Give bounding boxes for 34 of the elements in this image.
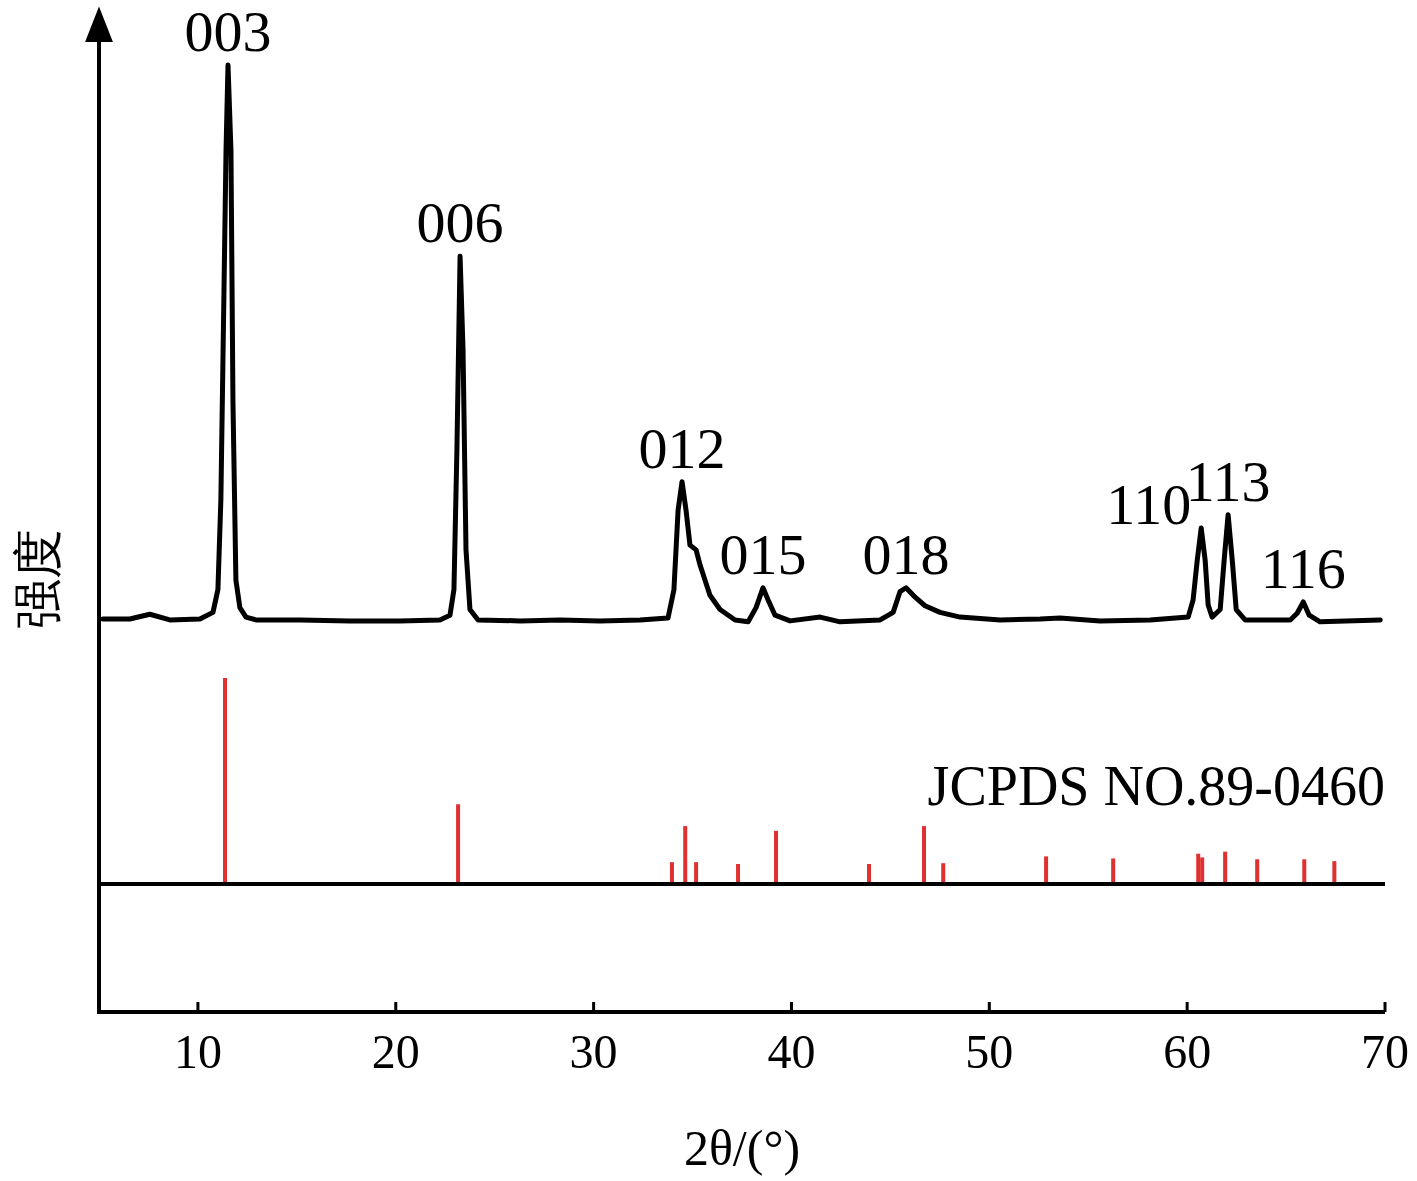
bar [1044,856,1049,884]
bar [456,804,461,884]
annotation: 006 [416,190,504,256]
x-tick-label: 40 [767,1025,816,1078]
y-axis-title: 强度 [10,528,66,629]
annotation: JCPDS NO.89-0460 [927,755,1385,817]
x-tick-label: 50 [965,1025,1014,1078]
bar [922,826,927,884]
annotation: 116 [1260,535,1346,601]
bar [1200,857,1205,884]
x-tick-label: 20 [371,1025,420,1078]
bar [669,862,674,884]
annotation: 015 [719,521,807,587]
bar [736,864,741,884]
annotation: 018 [862,521,950,587]
bar [941,863,946,884]
bar [1223,851,1228,884]
bar [1302,859,1307,884]
bar [1332,861,1337,884]
x-tick-label: 30 [569,1025,618,1078]
bar [223,678,228,884]
x-tick-label: 10 [173,1025,222,1078]
bar [867,864,872,884]
bar [683,826,688,884]
bar [694,862,699,884]
x-tick-label: 60 [1163,1025,1212,1078]
bar [1111,858,1116,884]
annotation: 012 [638,415,726,481]
x-axis-title: 2θ/(°) [683,1120,801,1176]
bar [1255,859,1260,884]
x-tick-label: 70 [1361,1025,1409,1078]
bar [774,830,779,884]
annotation: 003 [184,0,272,64]
bar [1196,853,1201,884]
